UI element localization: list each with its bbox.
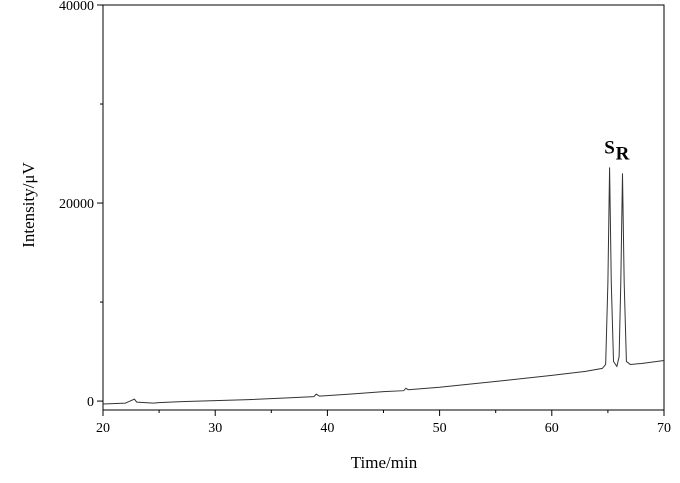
x-tick-label: 60 <box>545 421 559 436</box>
x-tick-label: 30 <box>208 421 222 436</box>
x-tick-label: 40 <box>320 421 334 436</box>
y-tick-label: 40000 <box>59 0 94 14</box>
peak-annotation: S <box>604 137 615 158</box>
y-tick-label: 20000 <box>59 197 94 212</box>
x-tick-label: 20 <box>96 421 110 436</box>
x-axis-label: Time/min <box>351 453 418 472</box>
y-tick-label: 0 <box>87 395 94 410</box>
peak-annotation: R <box>616 143 630 164</box>
y-axis-label: Intensity/μV <box>19 161 38 247</box>
x-tick-label: 50 <box>433 421 447 436</box>
line-series <box>102 167 665 405</box>
plot-frame <box>102 4 665 411</box>
x-tick-label: 70 <box>657 421 671 436</box>
